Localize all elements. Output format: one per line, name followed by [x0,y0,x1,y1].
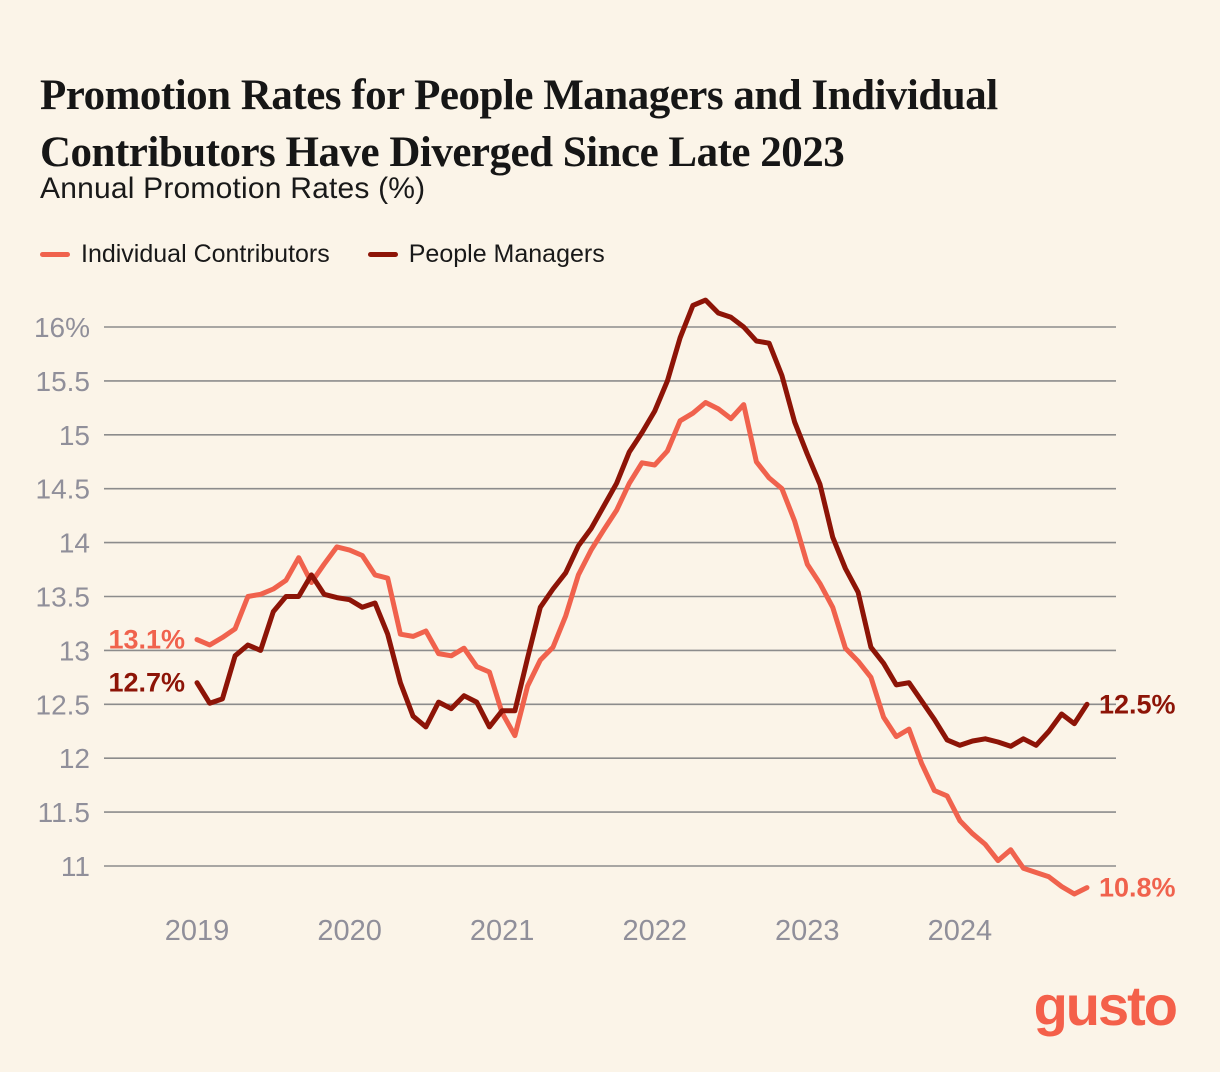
legend-label-individual-contributors: Individual Contributors [81,240,330,268]
y-axis-tick: 13 [59,635,90,666]
y-axis-tick: 11.5 [38,797,90,828]
chart-legend: Individual Contributors People Managers [40,240,605,269]
y-axis-tick: 14.5 [36,474,91,505]
series-line-people-managers [194,297,1090,749]
y-axis-tick: 15.5 [36,366,91,397]
legend-swatch-individual-contributors [40,252,70,257]
value-annotation: 13.1% [108,625,185,655]
x-axis-tick: 2020 [317,915,382,947]
legend-label-people-managers: People Managers [408,240,605,268]
x-axis-tick: 2024 [928,915,993,947]
value-annotation: 10.8% [1099,873,1176,903]
title-line-1: Promotion Rates for People Managers and … [40,71,998,119]
value-annotation: 12.7% [108,668,185,698]
gusto-logo: gusto [1033,974,1178,1037]
y-axis-tick: 16% [34,312,90,343]
legend-item-individual-contributors: Individual Contributors [40,240,330,269]
y-axis-tick: 14 [59,528,90,559]
series-line-individual-contributors [194,400,1090,897]
y-axis-tick: 12 [59,743,90,774]
x-axis-tick: 2021 [470,915,535,947]
y-axis-tick: 15 [59,420,90,451]
y-axis-tick: 12.5 [36,689,91,720]
y-axis-tick: 13.5 [36,582,91,613]
page-title: Promotion Rates for People Managers and … [40,67,1190,181]
y-axis-tick: 11 [61,851,90,882]
x-axis-tick: 2022 [622,915,687,947]
x-axis-tick: 2023 [775,915,840,947]
chart-subtitle: Annual Promotion Rates (%) [40,172,426,205]
legend-item-people-managers: People Managers [367,240,605,269]
title-line-2: Contributors Have Diverged Since Late 20… [40,128,845,176]
legend-swatch-people-managers [367,252,398,257]
value-annotation: 12.5% [1099,689,1176,719]
x-axis-tick: 2019 [165,915,230,947]
